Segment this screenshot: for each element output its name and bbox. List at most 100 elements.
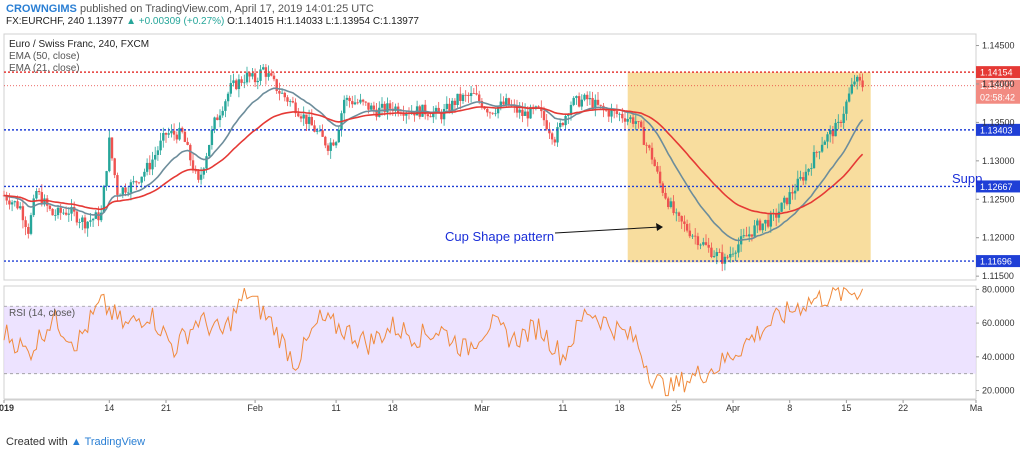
candle <box>823 139 826 145</box>
candle-body <box>159 140 162 151</box>
candle-body <box>448 103 451 112</box>
candle-body <box>224 101 227 111</box>
candle-body <box>253 73 257 83</box>
candle <box>634 113 637 131</box>
tradingview-link[interactable]: TradingView <box>84 436 146 448</box>
candle-body <box>251 73 254 77</box>
price-pane[interactable] <box>2 33 977 281</box>
candle-body <box>199 174 203 180</box>
candle-body <box>283 92 286 98</box>
candle <box>796 170 799 192</box>
candle-body <box>210 129 214 145</box>
candle <box>437 101 440 113</box>
axes: 1.14154 1.13403 1.12667 1.11696 1.13977 02:58… <box>0 41 1020 413</box>
candle <box>523 103 527 117</box>
candle-body <box>769 213 772 227</box>
candle-body <box>37 191 41 193</box>
candle <box>259 64 262 86</box>
candle-body <box>802 177 805 181</box>
candle <box>820 136 824 153</box>
publish-line: CROWNGIMS published on TradingView.com, … <box>6 3 374 15</box>
candle-body <box>831 130 835 137</box>
candle-body <box>850 84 853 94</box>
candle-body <box>294 102 297 114</box>
candle <box>267 65 270 81</box>
candle <box>780 202 783 212</box>
candle-body <box>756 220 759 226</box>
candle-body <box>537 106 540 108</box>
rsi-line <box>3 286 864 397</box>
candle-body <box>629 117 632 119</box>
candle-body <box>240 79 243 83</box>
candle-body <box>108 137 111 172</box>
brand-name[interactable]: CROWNGIMS <box>6 3 77 15</box>
candle-body <box>753 225 756 237</box>
candle-body <box>445 103 448 109</box>
price-tick-label: 1.14000 <box>982 79 1015 89</box>
rsi-pane[interactable] <box>3 285 977 400</box>
candle <box>691 234 694 240</box>
candle <box>475 84 478 96</box>
candle <box>240 76 243 86</box>
candle <box>812 145 816 169</box>
candle-body <box>275 79 278 91</box>
candle-body <box>364 101 367 103</box>
candle <box>745 226 748 237</box>
candle <box>253 68 257 87</box>
candle-body <box>91 218 95 221</box>
candle-body <box>599 104 602 106</box>
candle <box>815 150 818 158</box>
price-tick-label: 1.13500 <box>982 117 1015 127</box>
candle <box>248 71 251 83</box>
candle <box>712 250 716 258</box>
candle-body <box>842 113 845 123</box>
x-tick-label: 11 <box>331 403 340 413</box>
candle <box>356 98 359 105</box>
x-tick-label: 15 <box>841 403 851 413</box>
price-tick-label: 1.14500 <box>982 41 1015 51</box>
candle-body <box>742 235 745 237</box>
candle-body <box>321 130 324 137</box>
chart-svg[interactable]: 1.14154 1.13403 1.12667 1.11696 1.13977 02:58… <box>0 28 1024 434</box>
candle-body <box>116 175 119 195</box>
candle <box>337 126 340 144</box>
candle-body <box>491 112 494 114</box>
candle <box>81 215 84 231</box>
candle-body <box>461 94 465 101</box>
candle-body <box>661 183 664 193</box>
candle <box>132 175 135 185</box>
candle <box>615 104 619 118</box>
candle-body <box>135 181 138 183</box>
candle-body <box>610 110 613 117</box>
candle <box>685 219 689 233</box>
candle <box>178 122 181 141</box>
candle-body <box>8 200 11 205</box>
candle <box>270 69 273 77</box>
candle-body <box>526 111 529 119</box>
legend-ema50[interactable]: EMA (50, close) <box>9 51 80 62</box>
candle <box>629 115 632 123</box>
candle-body <box>332 142 335 146</box>
level-price-tag <box>976 255 1020 268</box>
candle-body <box>213 117 216 130</box>
candle <box>577 92 581 108</box>
candle-body <box>16 201 19 209</box>
candle <box>29 212 33 236</box>
candle-body <box>326 145 330 151</box>
candle <box>839 119 843 128</box>
candle-body <box>205 156 208 169</box>
legend-rsi[interactable]: RSI (14, close) <box>9 308 75 319</box>
legend-ema21[interactable]: EMA (21, close) <box>9 63 80 74</box>
candle <box>278 82 281 101</box>
candle-body <box>613 110 616 112</box>
candle-body <box>764 219 767 224</box>
candle-body <box>623 118 627 122</box>
tradingview-logo-icon: ▲ <box>70 436 82 448</box>
rsi-tick-label: 40.0000 <box>982 352 1015 362</box>
candle <box>329 138 332 159</box>
candle-body <box>694 235 697 237</box>
candle <box>583 93 586 102</box>
candle-body <box>289 101 292 102</box>
candle <box>197 169 200 183</box>
